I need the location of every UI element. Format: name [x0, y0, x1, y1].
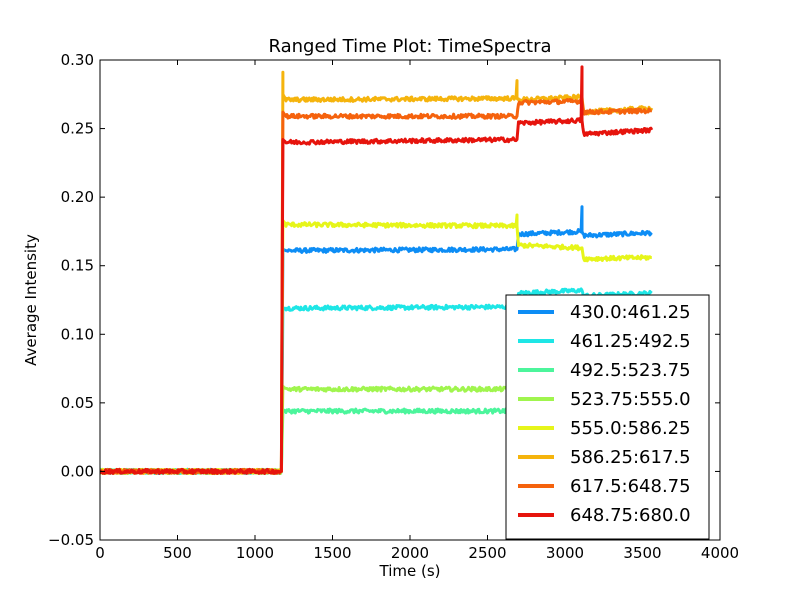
x-tick-label: 1500 [313, 544, 351, 562]
x-tick-label: 3500 [623, 544, 661, 562]
y-tick-label: 0.30 [61, 51, 94, 69]
legend-label-5: 586.25:617.5 [570, 447, 691, 468]
x-tick-label: 3000 [546, 544, 584, 562]
legend-label-6: 617.5:648.75 [570, 476, 691, 497]
axis-ticks: 0 500 1000 1500 2000 2500 3000 3500 4000 −0.05 0.0… [48, 51, 739, 562]
legend-label-3: 523.75:555.0 [570, 389, 691, 410]
y-tick-label: 0.00 [61, 462, 94, 480]
legend-box [505, 294, 710, 540]
legend-label-1: 461.25:492.5 [570, 331, 691, 352]
x-tick-label: 0 [95, 544, 105, 562]
series-line-7 [100, 65, 654, 475]
x-tick-label: 2500 [468, 544, 506, 562]
plot-area [100, 65, 654, 475]
y-tick-label: 0.25 [61, 120, 94, 138]
x-tick-label: 2000 [391, 544, 429, 562]
legend: 430.0:461.25 461.25:492.5 492.5:523.75 523.… [505, 294, 710, 540]
y-tick-label: 0.05 [61, 394, 94, 412]
x-axis-label: Time (s) [379, 562, 441, 580]
y-axis-label: Average Intensity [22, 234, 40, 366]
legend-label-2: 492.5:523.75 [570, 360, 691, 381]
x-tick-label: 1000 [236, 544, 274, 562]
y-tick-label: 0.10 [61, 325, 94, 343]
x-tick-label: 500 [163, 544, 192, 562]
y-tick-label: −0.05 [48, 531, 94, 549]
legend-label-4: 555.0:586.25 [570, 418, 691, 439]
y-tick-label: 0.15 [61, 257, 94, 275]
x-tick-label: 4000 [701, 544, 739, 562]
legend-label-7: 648.75:680.0 [570, 505, 691, 526]
legend-label-0: 430.0:461.25 [570, 302, 691, 323]
y-tick-label: 0.20 [61, 188, 94, 206]
chart-title: Ranged Time Plot: TimeSpectra [268, 36, 551, 57]
